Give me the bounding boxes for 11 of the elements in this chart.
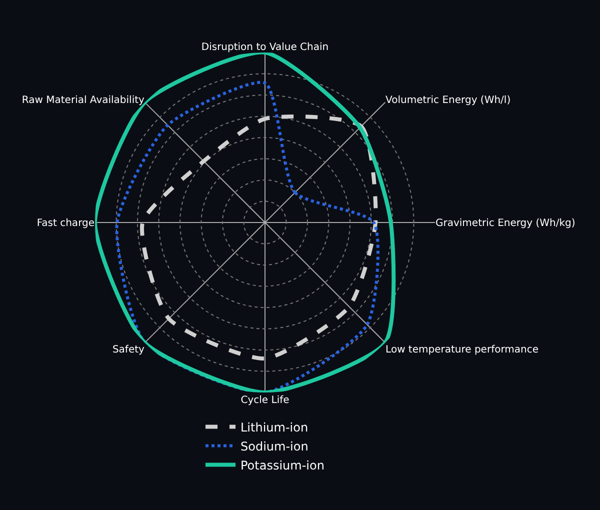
spoke-label: Cycle Life [240,395,290,406]
legend-label: Sodium-ion [240,439,308,454]
spoke-label: Volumetric Energy (Wh/l) [386,95,511,106]
spoke-label: Raw Material Availability [22,95,145,106]
spoke-label: Fast charge [36,218,94,229]
spoke-label: Low temperature performance [386,344,539,356]
spoke-label: Disruption to Value Chain [201,42,329,53]
spoke-label: Gravimetric Energy (Wh/kg) [436,218,576,229]
legend-label: Potassium-ion [240,458,324,472]
legend-label: Lithium-ion [240,420,308,434]
spoke-label: Safety [112,344,145,356]
